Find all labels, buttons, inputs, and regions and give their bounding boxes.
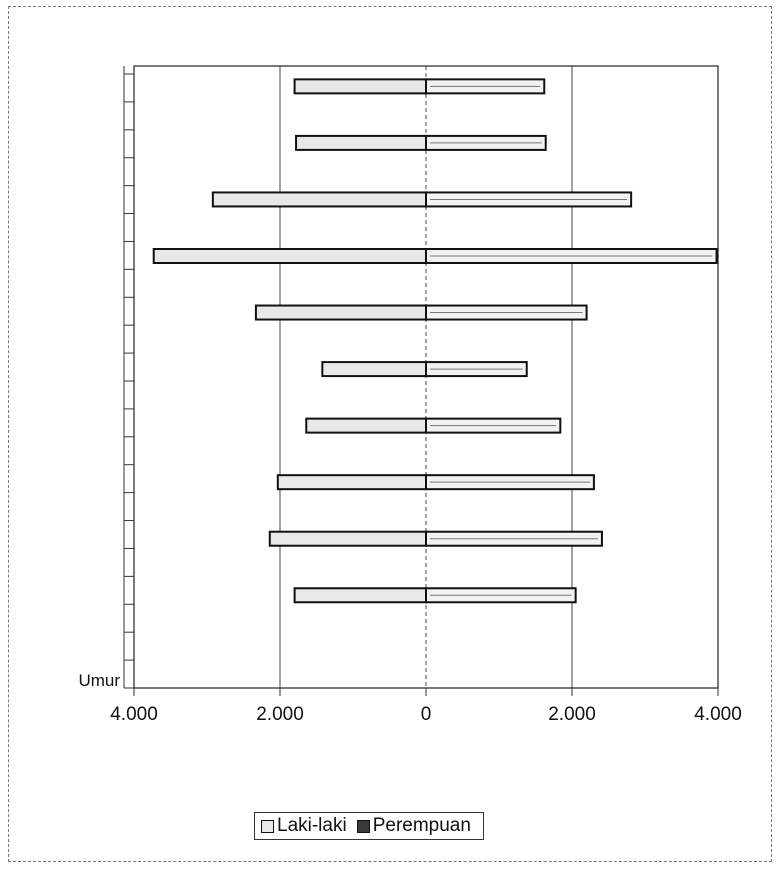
- bar-laki-laki-6: [305, 417, 427, 434]
- bar-laki-laki-8: [268, 530, 427, 547]
- x-tick-labels: 4.000 2.000 0 2.000 4.000: [110, 704, 742, 725]
- legend-label-male: Laki-laki: [277, 815, 347, 836]
- bar-laki-laki-4: [254, 304, 427, 321]
- legend: Laki-laki Perempuan: [254, 812, 484, 840]
- x-tick-label-3: 2.000: [548, 704, 596, 725]
- bar-laki-laki-2: [211, 191, 427, 208]
- y-axis-label: Umur: [78, 671, 120, 690]
- bar-laki-laki-1: [295, 134, 427, 151]
- bar-laki-laki-9: [293, 587, 427, 604]
- x-tick-label-1: 2.000: [256, 704, 304, 725]
- bar-laki-laki-7: [276, 474, 427, 491]
- bar-laki-laki-5: [321, 361, 427, 378]
- bar-laki-laki-3: [152, 247, 428, 264]
- x-tick-label-2: 0: [421, 704, 432, 725]
- chart-frame: [8, 6, 772, 862]
- bar-laki-laki-0: [293, 78, 427, 95]
- legend-label-female: Perempuan: [372, 815, 471, 836]
- legend-swatch-female: [356, 819, 370, 833]
- x-tick-label-0: 4.000: [110, 704, 158, 725]
- legend-entry-male: Laki-laki: [261, 815, 347, 837]
- bars: [152, 78, 718, 604]
- x-tick-label-4: 4.000: [694, 704, 742, 725]
- legend-swatch-male: [261, 819, 274, 833]
- axes: [123, 65, 719, 696]
- legend-entry-female: Perempuan: [356, 815, 471, 837]
